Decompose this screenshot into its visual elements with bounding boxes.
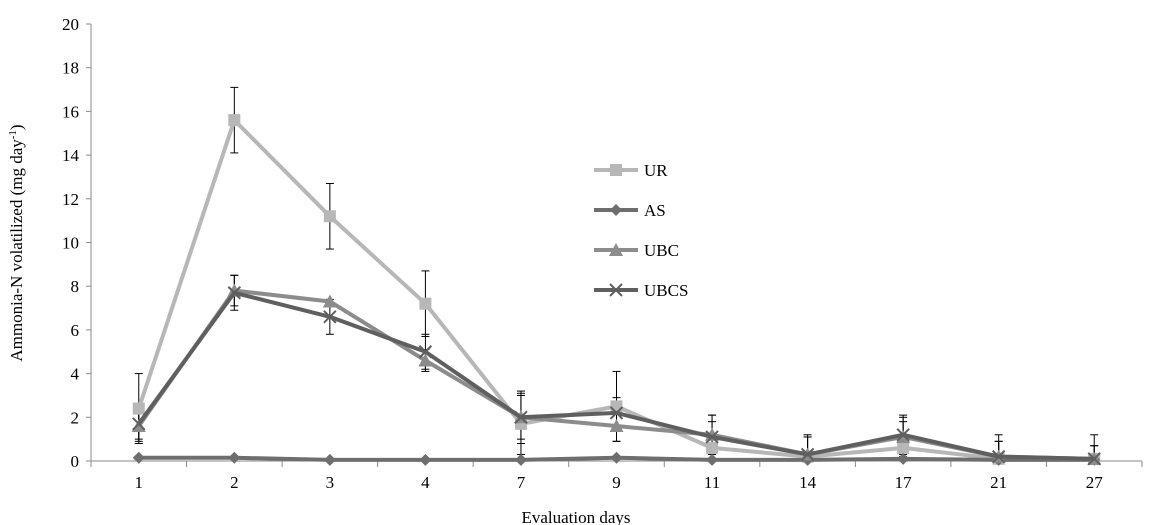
- data-point-ubcs: [227, 286, 242, 300]
- data-point-ur: [706, 441, 719, 454]
- data-point-as: [610, 451, 623, 464]
- y-axis-title: Ammonia-N volatilized (mg day-1): [7, 124, 26, 361]
- legend-label: AS: [644, 201, 666, 220]
- x-marker-stroke: [323, 310, 337, 324]
- data-point-ubcs: [1087, 452, 1101, 466]
- data-point-ubcs: [991, 449, 1006, 464]
- data-point-as: [228, 451, 241, 464]
- data-point-as: [706, 453, 719, 466]
- data-point-as: [132, 451, 145, 464]
- x-marker-stroke: [609, 406, 624, 420]
- legend-marker: [610, 204, 622, 216]
- y-axis-title-close: ): [7, 124, 26, 130]
- x-tick-label: 14: [799, 473, 817, 492]
- data-point-ubc: [322, 294, 337, 308]
- data-point-as: [419, 453, 432, 466]
- data-point-ur: [610, 400, 623, 413]
- x-axis-title: Evaluation days: [521, 508, 630, 525]
- y-tick-label: 16: [62, 102, 79, 121]
- data-point-ubcs: [132, 417, 146, 431]
- data-point-as: [514, 453, 527, 466]
- x-marker-stroke: [896, 428, 910, 442]
- x-tick-label: 17: [895, 473, 913, 492]
- x-tick-label: 2: [230, 473, 239, 492]
- legend-item-as: AS: [594, 201, 666, 220]
- x-marker-stroke: [991, 449, 1006, 464]
- data-point-ubc: [418, 353, 433, 367]
- x-tick-label: 4: [421, 473, 430, 492]
- legend-label: UBC: [644, 241, 679, 260]
- y-tick-label: 12: [62, 190, 79, 209]
- x-tick-label: 27: [1086, 473, 1104, 492]
- x-marker-stroke: [132, 417, 146, 431]
- x-tick-label: 9: [612, 473, 621, 492]
- data-point-ubcs: [418, 345, 433, 359]
- data-point-ubcs: [609, 406, 624, 420]
- data-point-ur: [419, 297, 432, 310]
- data-point-ubc: [609, 419, 624, 433]
- series-lines: [131, 114, 1102, 466]
- y-tick-label: 20: [62, 15, 79, 34]
- x-tick-label: 11: [704, 473, 720, 492]
- data-point-as: [897, 452, 910, 465]
- y-tick-label: 2: [71, 408, 80, 427]
- legend-item-ubcs: UBCS: [594, 281, 688, 300]
- y-tick-label: 8: [71, 277, 80, 296]
- legend-marker: [610, 164, 622, 176]
- x-marker-stroke: [1087, 452, 1101, 466]
- data-point-as: [323, 453, 336, 466]
- data-point-ubc: [131, 419, 146, 433]
- legend-marker: [609, 283, 623, 297]
- y-tick-label: 18: [62, 59, 79, 78]
- y-tick-label: 4: [71, 365, 80, 384]
- x-marker-stroke: [227, 286, 242, 300]
- y-tick-label: 10: [62, 234, 79, 253]
- legend-marker: [609, 243, 623, 256]
- x-tick-label: 7: [517, 473, 526, 492]
- x-marker-stroke: [514, 410, 528, 425]
- legend-item-ur: UR: [594, 161, 668, 180]
- data-point-ur: [897, 441, 910, 454]
- y-axis-title-sup: -1: [7, 130, 19, 139]
- data-point-ubcs: [323, 310, 337, 324]
- x-marker-stroke: [609, 283, 623, 297]
- y-axis-title-text: Ammonia-N volatilized (mg day: [7, 139, 26, 362]
- data-point-ur: [132, 402, 145, 415]
- data-point-ubcs: [896, 428, 910, 442]
- data-point-ubcs: [705, 430, 719, 444]
- y-tick-label: 6: [71, 321, 80, 340]
- data-point-ubcs: [514, 410, 528, 425]
- x-tick-label: 1: [135, 473, 144, 492]
- x-tick-label: 3: [326, 473, 335, 492]
- x-marker-stroke: [705, 430, 719, 444]
- legend-label: UR: [644, 161, 668, 180]
- x-marker-stroke: [800, 447, 815, 462]
- x-tick-label: 21: [990, 473, 1007, 492]
- data-point-ubcs: [800, 447, 815, 462]
- x-marker-stroke: [418, 345, 433, 359]
- legend-label: UBCS: [644, 281, 688, 300]
- legend: UR AS UBC UBCS: [594, 161, 688, 300]
- y-tick-label: 14: [62, 146, 80, 165]
- data-point-ur: [228, 114, 241, 127]
- y-tick-label: 0: [71, 452, 80, 471]
- data-point-ur: [323, 210, 336, 223]
- legend-item-ubc: UBC: [594, 241, 679, 260]
